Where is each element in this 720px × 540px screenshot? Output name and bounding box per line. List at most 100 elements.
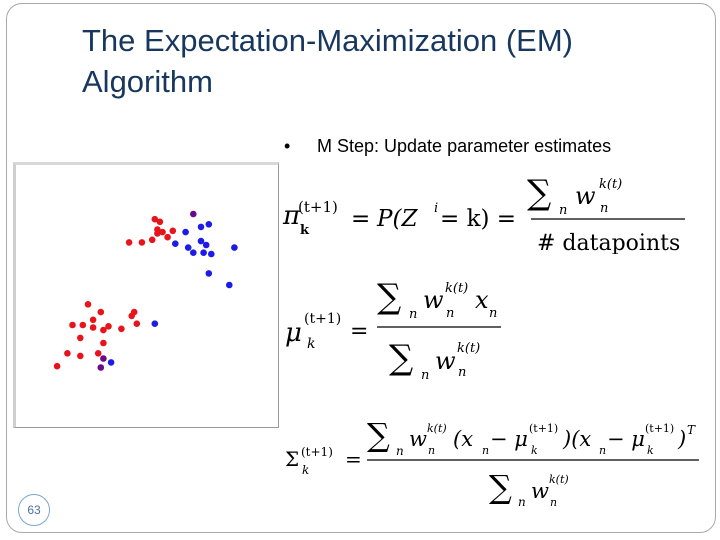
formula-mu: μ (t+1) k = ∑ n w k(t) n x n ∑ n w k(t) … <box>285 277 501 383</box>
scatter-point-red-4 <box>159 228 166 236</box>
scatter-point-purple-1 <box>100 355 107 362</box>
scatter-point-red-3 <box>154 230 161 237</box>
scatter-point-red-26 <box>77 352 84 360</box>
scatter-point-red-16 <box>100 326 107 334</box>
sigma-num-close: ) <box>677 427 686 451</box>
scatter-point-red-14 <box>79 321 87 329</box>
mu-num-sum: ∑ <box>377 277 401 317</box>
scatter-point-blue-14 <box>107 359 115 366</box>
scatter-point-red-6 <box>125 239 133 246</box>
pi-symbol: π <box>282 201 301 231</box>
scatter-plot <box>53 210 238 371</box>
scatter-point-blue-9 <box>231 244 238 251</box>
mu-den-w: w <box>435 347 456 375</box>
pi-superscript: (t+1) <box>298 198 338 216</box>
scatter-point-blue-2 <box>205 221 213 228</box>
sigma-den-w-sub: n <box>550 496 557 509</box>
scatter-point-red-15 <box>89 324 97 331</box>
scatter-point-red-13 <box>69 321 76 329</box>
scatter-point-blue-12 <box>226 281 233 289</box>
sigma-superscript: (t+1) <box>301 445 333 459</box>
scatter-point-red-25 <box>64 350 71 357</box>
pi-probability: P(Z <box>376 206 418 232</box>
mu-num-w-sup: k(t) <box>445 281 468 296</box>
mu-equals: = <box>350 319 368 344</box>
sigma-num-w-sub: n <box>428 444 435 457</box>
sigma-num-x2-sub: n <box>599 444 606 457</box>
scatter-point-purple-2 <box>97 364 105 371</box>
pi-subscript: k <box>300 223 310 238</box>
sigma-num-minus2: − μ <box>607 427 645 451</box>
scatter-point-blue-7 <box>200 249 207 256</box>
bullet-marker: • <box>284 136 291 156</box>
scatter-point-blue-3 <box>184 244 192 251</box>
mu-superscript: (t+1) <box>304 311 341 327</box>
mu-den-sum-sub: n <box>421 368 429 383</box>
sigma-num-sum-sub: n <box>396 444 404 458</box>
mu-num-sum-sub: n <box>409 307 417 322</box>
sigma-num-w-sup: k(t) <box>427 422 447 435</box>
slide: The Expectation-Maximization (EM) Algori… <box>6 3 716 533</box>
scatter-plot-frame <box>13 162 279 428</box>
scatter-point-blue-5 <box>202 241 210 249</box>
scatter-point-red-1 <box>156 218 164 226</box>
pi-prob-superscript: i <box>434 201 438 216</box>
scatter-point-red-7 <box>138 239 146 246</box>
scatter-point-blue-6 <box>190 249 197 256</box>
scatter-point-red-20 <box>133 320 141 327</box>
sigma-symbol: Σ <box>285 447 299 471</box>
scatter-point-red-17 <box>105 323 112 330</box>
sigma-num-w: w <box>409 427 427 451</box>
scatter-point-red-8 <box>164 233 171 241</box>
pi-prob-end: = k) = <box>440 206 516 232</box>
scatter-point-blue-8 <box>208 250 215 258</box>
sigma-num-minus1: − μ <box>490 427 528 451</box>
bullet-text: M Step: Update parameter estimates <box>317 136 612 156</box>
pi-num-w-sub: n <box>600 201 608 216</box>
mu-num-w: w <box>423 286 444 314</box>
scatter-point-red-11 <box>97 308 105 316</box>
scatter-point-blue-10 <box>172 240 179 247</box>
sigma-num-mu2-sup: (t+1) <box>645 422 674 435</box>
mu-den-w-sub: n <box>458 365 466 380</box>
sigma-den-sum-sub: n <box>518 495 526 509</box>
scatter-point-red-18 <box>118 325 125 333</box>
sigma-equals: = <box>345 447 362 471</box>
scatter-point-red-0 <box>151 215 159 223</box>
scatter-point-red-9 <box>169 227 177 235</box>
sigma-num-mu1-sup: (t+1) <box>529 422 558 435</box>
scatter-point-blue-1 <box>197 223 205 231</box>
sigma-num-mu2-sub: k <box>647 444 654 457</box>
mu-num-w-sub: n <box>446 306 454 321</box>
bullet-item: • M Step: Update parameter estimates <box>284 136 611 157</box>
sigma-num-sum: ∑ <box>367 416 390 454</box>
mu-den-w-sup: k(t) <box>457 341 480 356</box>
mu-symbol: μ <box>285 318 302 348</box>
scatter-point-red-24 <box>94 350 102 357</box>
sigma-num-open: (x <box>453 427 473 451</box>
page-number: 63 <box>18 494 50 526</box>
scatter-point-red-21 <box>130 308 138 316</box>
scatter-point-red-23 <box>100 339 107 347</box>
scatter-point-blue-11 <box>205 270 213 277</box>
mu-num-x-sub: n <box>489 306 497 321</box>
sigma-den-w-sup: k(t) <box>549 473 569 486</box>
sigma-num-mid: )(x <box>562 427 591 451</box>
mu-den-sum: ∑ <box>389 338 413 378</box>
scatter-point-red-27 <box>53 362 61 370</box>
sigma-num-x1-sub: n <box>482 444 489 457</box>
sigma-num-mu1-sub: k <box>531 444 538 457</box>
mu-num-x: x <box>475 286 489 314</box>
pi-num-sum-sub: n <box>559 203 567 218</box>
slide-title: The Expectation-Maximization (EM) Algori… <box>82 23 573 99</box>
sigma-subscript: k <box>302 463 309 477</box>
scatter-point-red-10 <box>84 301 92 308</box>
sigma-den-w: w <box>531 479 549 503</box>
pi-num-w-sup: k(t) <box>599 177 622 192</box>
formula-pi: π (t+1) k = P(Z i = k) = ∑ n w k(t) n # … <box>282 173 685 254</box>
pi-denominator: # datapoints <box>537 231 680 254</box>
sigma-den-sum: ∑ <box>489 468 512 506</box>
scatter-point-red-22 <box>77 334 84 342</box>
scatter-point-purple-0 <box>190 210 197 218</box>
sigma-num-transpose: T <box>687 423 696 437</box>
